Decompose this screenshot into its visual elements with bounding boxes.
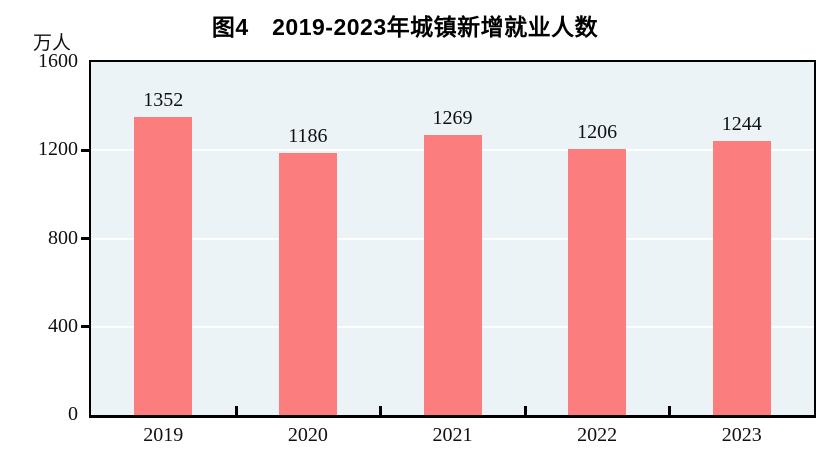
- bar-value-label-2019: 1352: [143, 88, 184, 111]
- x-axis-boundary-tick: [668, 406, 672, 415]
- bar-2019: [134, 116, 193, 415]
- chart-title: 图4 2019-2023年城镇新增就业人数: [211, 14, 599, 40]
- x-axis-boundary-tick: [234, 406, 238, 415]
- bar-2022: [568, 148, 627, 415]
- y-tick-label-800: 800: [48, 226, 78, 249]
- y-tick-label-1200: 1200: [38, 138, 78, 161]
- bar-value-label-2020: 1186: [288, 125, 328, 148]
- x-tick-label-2019: 2019: [143, 424, 184, 446]
- y-tick-label-1600: 1600: [38, 50, 78, 72]
- y-tick-label-0: 0: [68, 403, 78, 425]
- x-tick-label-2023: 2023: [721, 424, 762, 446]
- x-tick-label-2022: 2022: [577, 424, 618, 446]
- bar-value-label-2021: 1269: [432, 107, 473, 129]
- bar-2023: [712, 140, 771, 415]
- x-axis-boundary-tick: [379, 406, 383, 415]
- x-axis-boundary-tick: [523, 406, 527, 415]
- y-tick-label-400: 400: [48, 314, 78, 337]
- bar-2020: [278, 153, 337, 415]
- x-tick-label-2020: 2020: [287, 424, 328, 446]
- y-tick-mark-400: [81, 325, 90, 329]
- y-tick-mark-1200: [81, 148, 90, 152]
- bar-value-label-2022: 1206: [577, 120, 618, 143]
- y-axis-unit-label: 万人: [33, 33, 72, 54]
- x-tick-label-2021: 2021: [432, 424, 473, 446]
- bar-value-label-2023: 1244: [721, 112, 762, 135]
- bar-2021: [423, 135, 482, 415]
- plot-area: 1352 1186 1269 1206 1244: [89, 60, 816, 418]
- y-tick-mark-800: [81, 237, 90, 240]
